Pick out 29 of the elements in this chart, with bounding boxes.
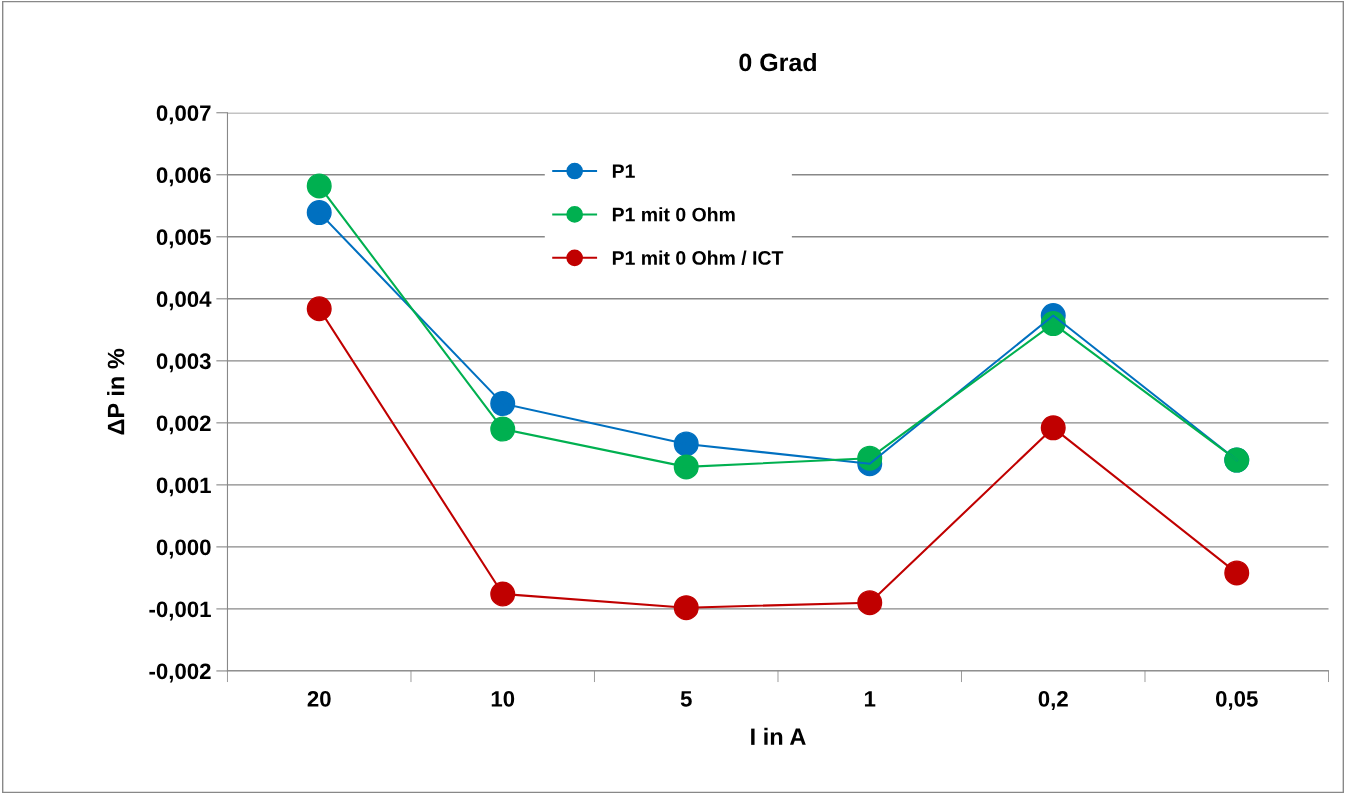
x-tick-label: 20	[307, 690, 331, 707]
point	[306, 200, 332, 226]
x-tick-label: 0,05	[1216, 690, 1258, 710]
x-tick-label: 0,2	[1038, 690, 1068, 710]
y-tick-label: 0,002	[156, 415, 211, 435]
x-axis-title: I in A	[751, 727, 806, 745]
point	[1224, 560, 1250, 586]
y-tick-label: 0,006	[156, 167, 211, 187]
legend-label: P1 mit 0 Ohm	[612, 207, 735, 222]
chart-title: 0 Grad	[739, 52, 816, 72]
point	[306, 173, 332, 199]
point	[857, 590, 883, 616]
y-tick-label: 0,004	[156, 291, 212, 311]
y-tick-label: 0,000	[156, 539, 211, 559]
x-tick-label: 5	[680, 691, 692, 707]
legend-label: P1	[612, 164, 635, 178]
y-tick-label: -0,001	[149, 601, 211, 621]
legend-label: P1 mit 0 Ohm / ICT	[612, 250, 784, 266]
y-tick-label: 0,003	[156, 353, 211, 373]
point	[306, 296, 332, 322]
point	[1040, 415, 1066, 441]
y-tick-label: 0,007	[156, 105, 211, 125]
y-tick-label: -0,002	[149, 663, 211, 683]
y-axis-title: ΔP in %	[107, 348, 125, 435]
y-tick-label: 0,001	[156, 477, 211, 497]
x-tick-label: 1	[864, 691, 876, 707]
y-tick-label: 0,005	[156, 229, 211, 249]
point	[490, 391, 516, 417]
x-tick-label: 10	[491, 690, 515, 707]
